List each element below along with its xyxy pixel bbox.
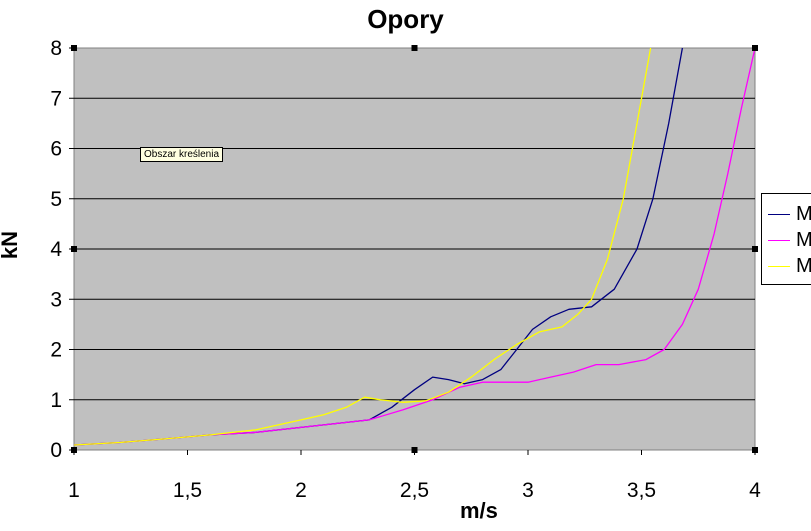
y-tick-label: 6	[50, 138, 62, 161]
selection-handle[interactable]	[71, 45, 77, 51]
plot-area-handles	[71, 45, 758, 453]
legend-swatch	[768, 265, 790, 267]
x-tick-label: 3	[522, 479, 534, 502]
selection-handle[interactable]	[752, 45, 758, 51]
x-axis-label: m/s	[460, 498, 498, 523]
x-tick-label: 2	[295, 479, 307, 502]
y-axis-ticks: 0 1 2 3 4 5 6 7 8	[50, 37, 74, 462]
legend[interactable]: M M M	[761, 193, 811, 285]
legend-label: M	[796, 228, 811, 251]
series-line-2[interactable]	[73, 47, 756, 446]
selection-handle[interactable]	[411, 45, 418, 51]
selection-handle[interactable]	[71, 447, 77, 453]
series-line-3[interactable]	[73, 47, 652, 446]
y-tick-label: 8	[50, 37, 62, 60]
selection-handle[interactable]	[71, 246, 77, 252]
x-tick-label: 3,5	[627, 479, 656, 502]
y-tick-label: 3	[50, 288, 62, 311]
selection-handle[interactable]	[752, 447, 758, 453]
y-tick-label: 7	[50, 87, 62, 110]
x-tick-label: 1	[68, 479, 80, 502]
y-axis-label: kN	[0, 230, 23, 260]
y-tick-label: 4	[50, 238, 62, 261]
x-tick-label: 2,5	[400, 479, 429, 502]
legend-item: M	[768, 228, 811, 251]
y-tick-label: 2	[50, 339, 62, 362]
series-lines	[73, 47, 756, 446]
x-tick-label: 1,5	[173, 479, 202, 502]
y-tick-label: 5	[50, 188, 62, 211]
y-tick-label: 0	[50, 439, 62, 462]
legend-swatch	[768, 213, 790, 215]
selection-handle[interactable]	[752, 246, 758, 252]
x-axis-ticks: 1 1,5 2 2,5 3 3,5 4	[68, 450, 761, 502]
legend-item: M	[768, 202, 811, 225]
plot-area-tooltip: Obszar kreślenia	[140, 147, 224, 162]
chart-title: Opory	[367, 4, 444, 34]
legend-label: M	[796, 254, 811, 277]
legend-swatch	[768, 239, 790, 241]
legend-label: M	[796, 202, 811, 225]
legend-item: M	[768, 254, 811, 277]
x-tick-label: 4	[749, 479, 761, 502]
y-tick-label: 1	[50, 389, 62, 412]
selection-handle[interactable]	[411, 447, 418, 453]
